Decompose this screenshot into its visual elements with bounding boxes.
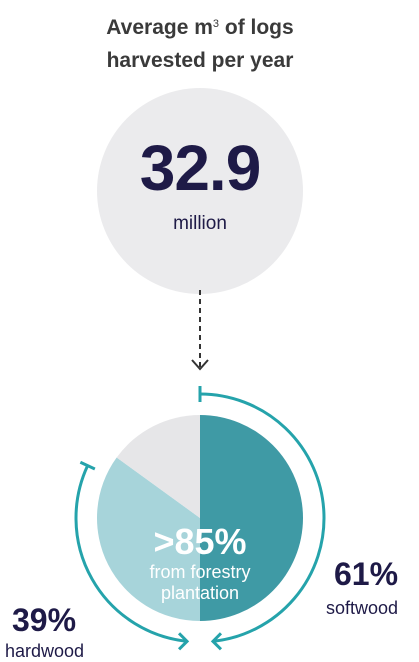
hardwood-arc <box>74 464 188 643</box>
softwood-percent-label: 61% <box>334 556 399 592</box>
share-arcs <box>74 386 326 651</box>
stat-circle <box>97 88 303 294</box>
plantation-share-text: from forestry plantation <box>149 562 251 603</box>
hardwood-arc-start-tick <box>79 460 96 471</box>
pie-chart <box>97 415 303 621</box>
hardwood-percent-label: 39% <box>12 602 77 638</box>
dashed-arrow <box>191 290 209 371</box>
total-volume-unit: million <box>173 213 227 234</box>
plantation-share-value: >85% <box>153 521 247 562</box>
pie-slice-softwood <box>200 415 303 621</box>
chart-title: Average m3 of logs harvested per year <box>106 16 294 72</box>
hardwood-arc-arrowhead <box>177 632 190 651</box>
pie-slice-non-plantation <box>116 415 200 518</box>
softwood-arc <box>199 392 326 643</box>
total-volume-value: 32.9 <box>139 132 262 204</box>
pie-slice-hardwood <box>97 457 200 621</box>
softwood-arc-arrowhead <box>210 632 223 651</box>
softwood-label: softwood <box>326 598 399 618</box>
hardwood-label: hardwood <box>5 641 85 661</box>
